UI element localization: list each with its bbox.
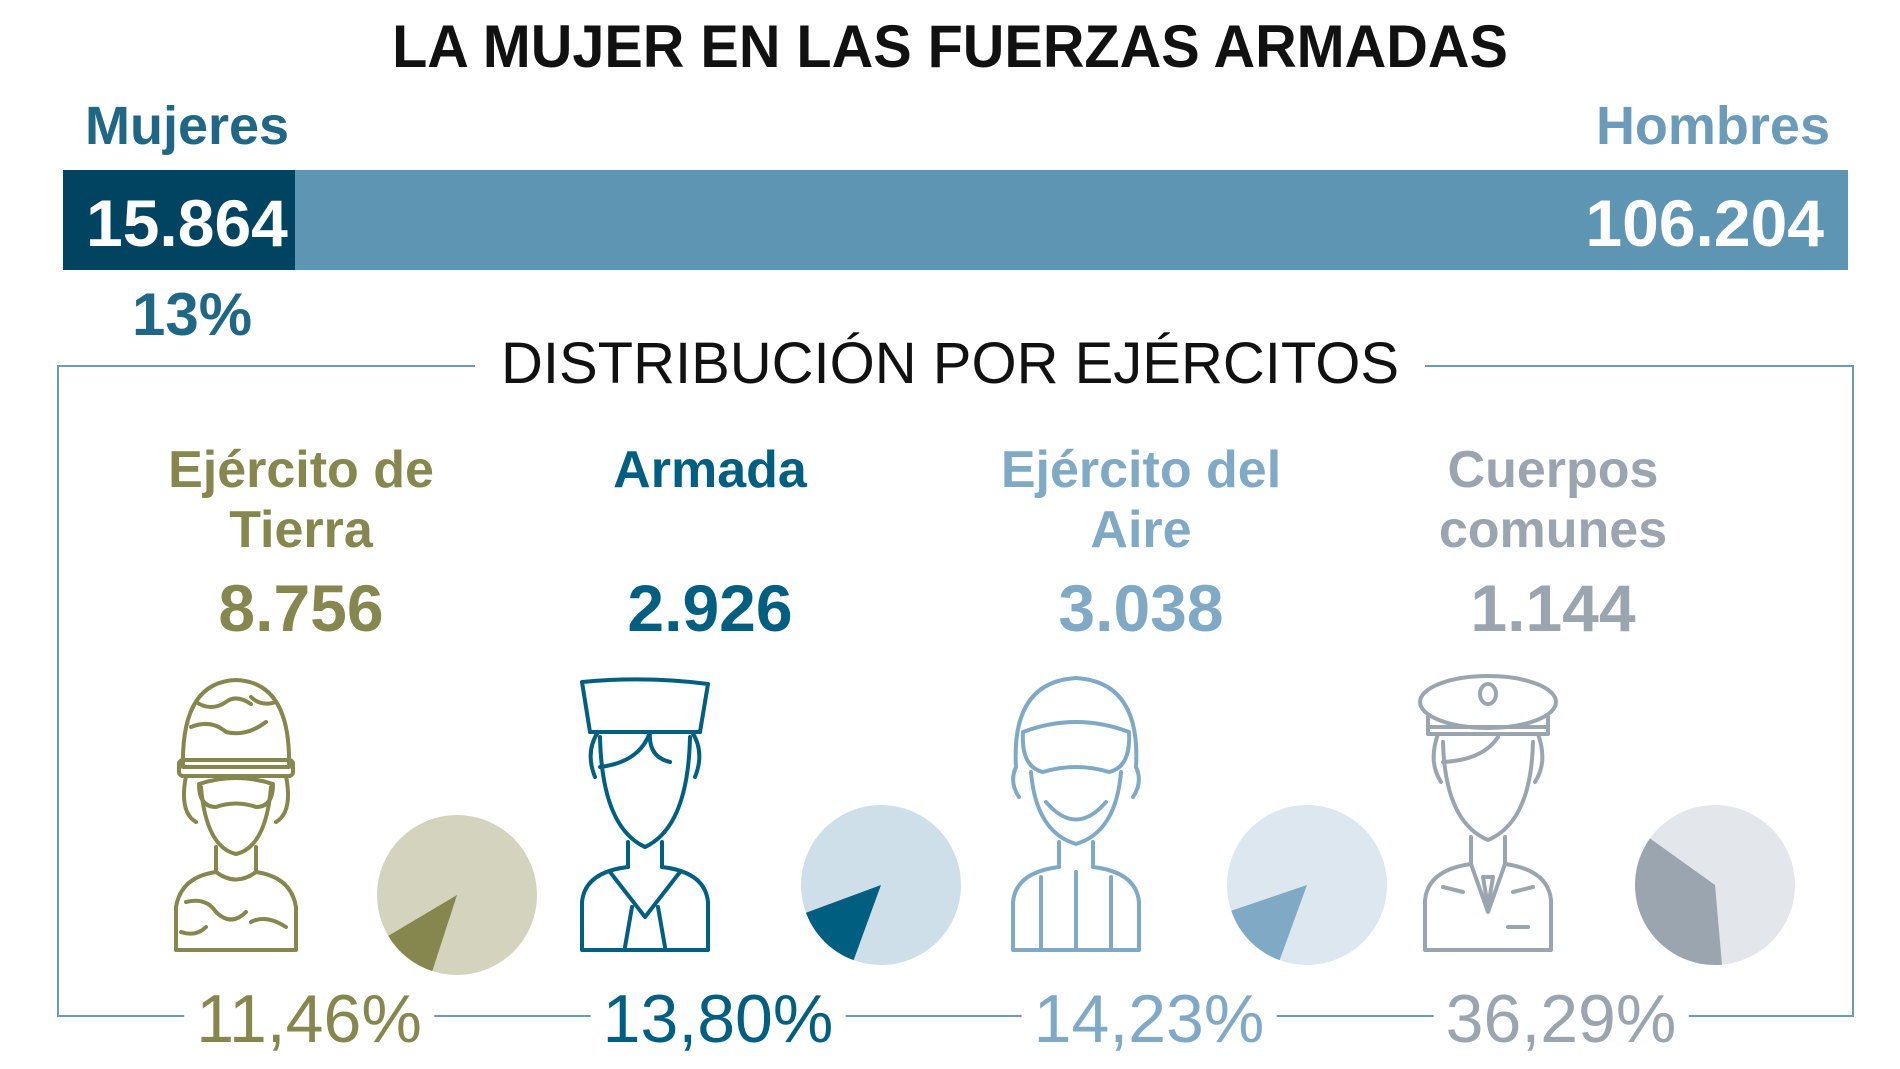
branch-value: 3.038: [1058, 571, 1224, 645]
branch-name: Ejército del Aire: [1000, 441, 1282, 559]
pilot-icon: [1011, 676, 1141, 952]
branch-column: Ejército de Tierra 8.756: [111, 440, 491, 646]
men-value: 106.204: [1585, 186, 1824, 260]
page-title: LA MUJER EN LAS FUERZAS ARMADAS: [392, 13, 1508, 80]
branch-pie: [801, 805, 961, 965]
women-percent: 13%: [132, 281, 253, 348]
women-value: 15.864: [86, 186, 288, 260]
officer-icon: [1418, 674, 1558, 952]
sailor-icon: [580, 677, 710, 952]
branch-percent: 14,23%: [1021, 980, 1277, 1058]
branch-name: Ejército de Tierra: [168, 441, 434, 559]
branch-pie: [377, 815, 537, 975]
branch-value: 8.756: [218, 571, 384, 645]
branch-name: Cuerpos comunes: [1438, 441, 1668, 559]
branch-pie: [1635, 805, 1795, 965]
pie-women-slice: [1231, 885, 1307, 961]
branch-percent: 11,46%: [184, 980, 434, 1058]
soldier-icon: [174, 678, 298, 952]
branch-column: Armada 2.926: [520, 440, 900, 646]
women-bar-segment: [63, 170, 295, 270]
branch-pie: [1227, 805, 1387, 965]
pie-women-slice: [805, 885, 881, 961]
branch-column: Cuerpos comunes 1.144: [1363, 440, 1743, 646]
branch-value: 1.144: [1470, 571, 1636, 645]
pie-women-slice: [388, 895, 457, 972]
section-title: DISTRIBUCIÓN POR EJÉRCITOS: [0, 330, 1900, 397]
branch-value: 2.926: [627, 571, 793, 645]
section-title-text: DISTRIBUCIÓN POR EJÉRCITOS: [474, 331, 1426, 396]
branch-percent: 36,29%: [1433, 980, 1689, 1058]
branch-column: Ejército del Aire 3.038: [951, 440, 1331, 646]
men-label: Hombres: [1595, 96, 1830, 156]
women-label: Mujeres: [85, 96, 290, 156]
pie-women-slice: [1635, 838, 1722, 965]
totals-bar: [63, 170, 1848, 270]
branch-percent: 13,80%: [590, 980, 846, 1058]
branch-name: Armada: [613, 441, 807, 499]
